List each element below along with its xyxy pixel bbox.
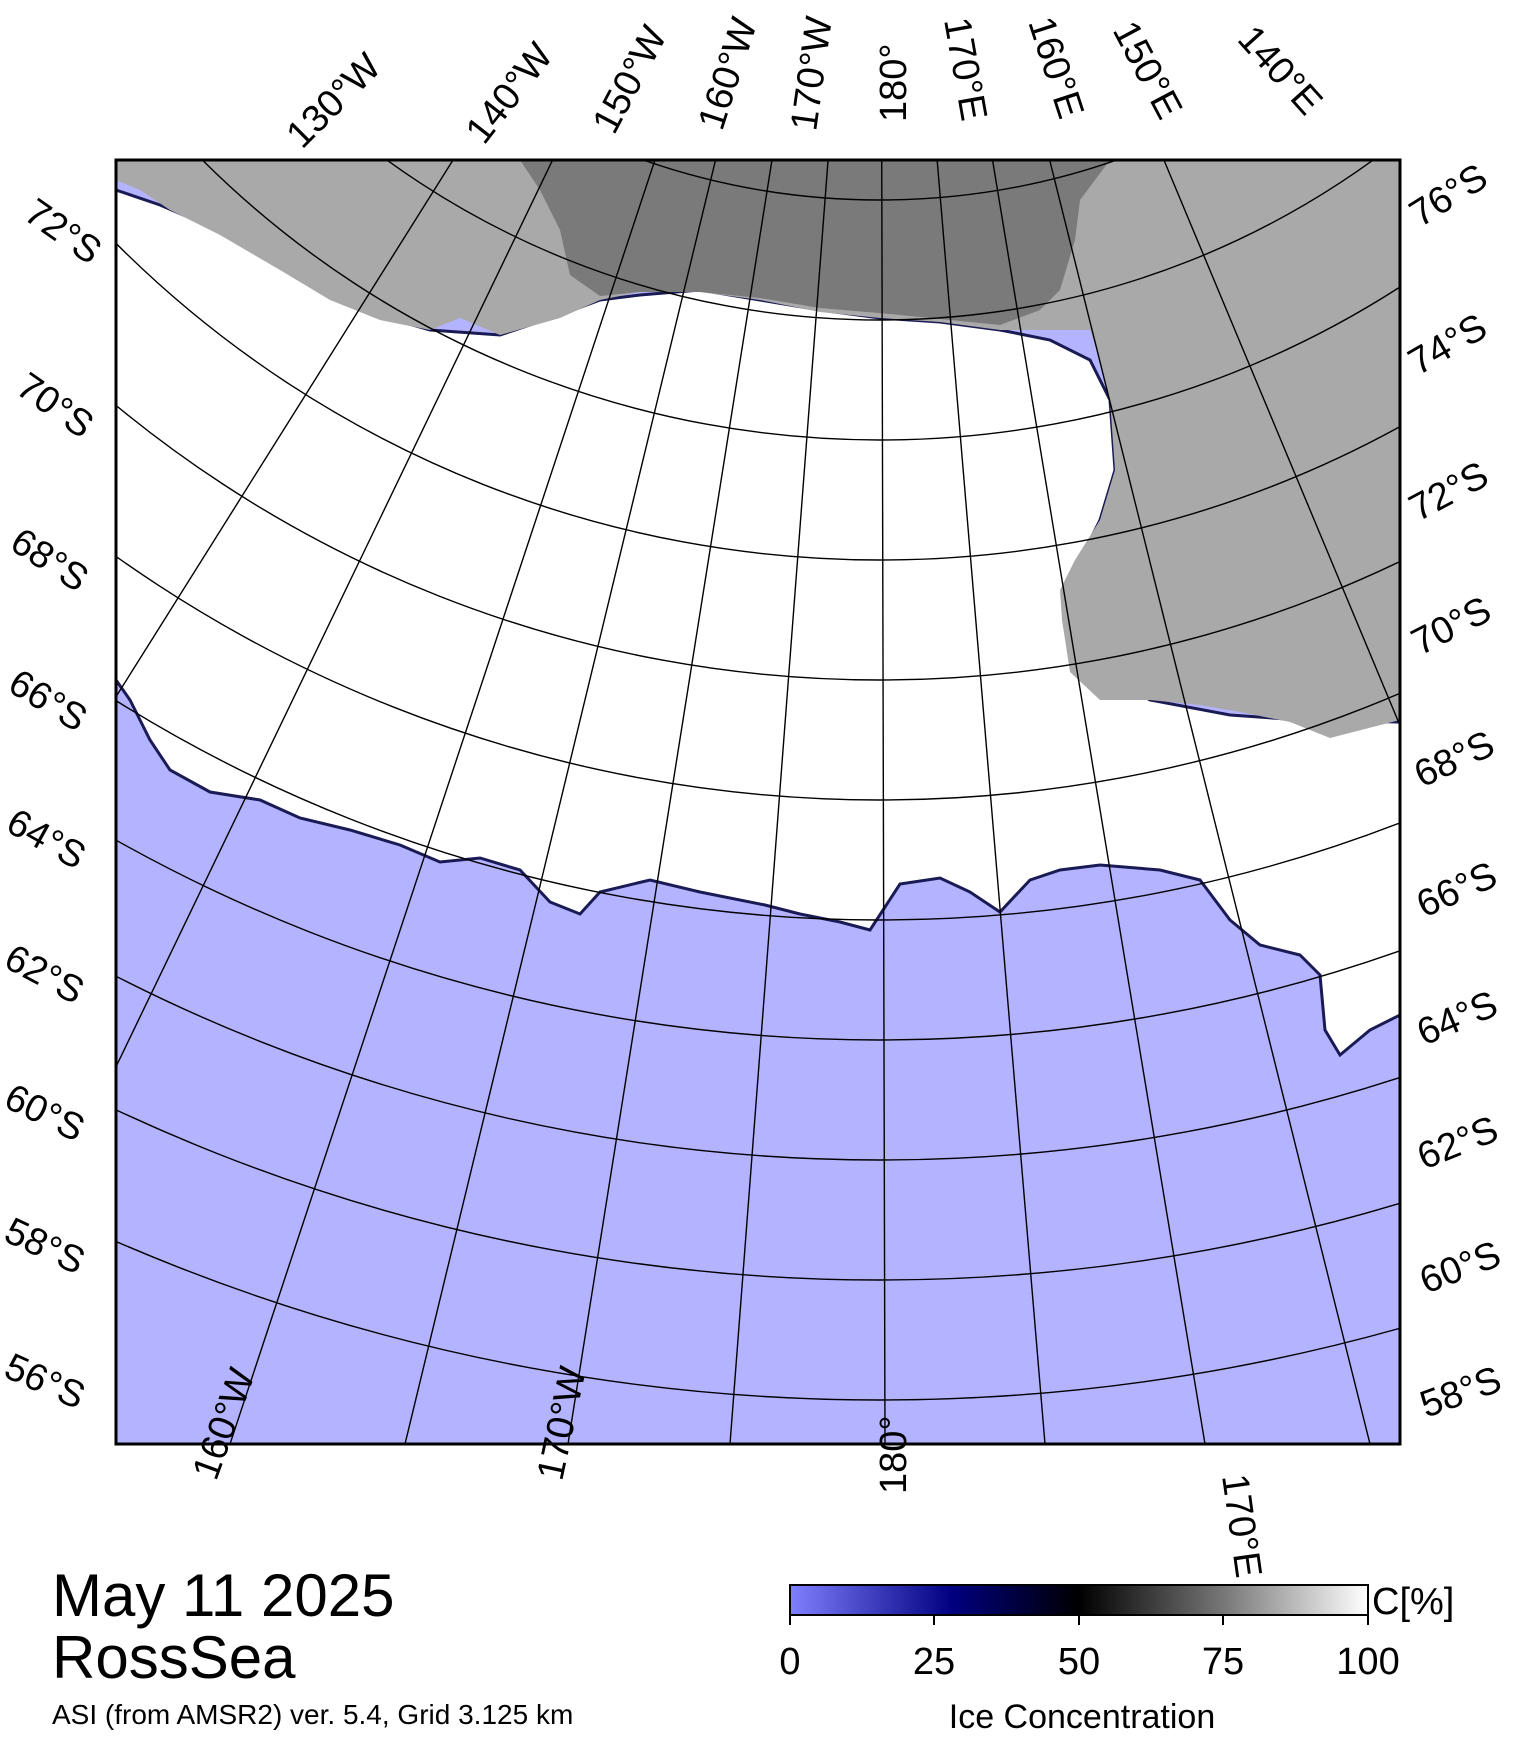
land-area (116, 160, 1400, 738)
lat-label-right: 58°S (1415, 1359, 1507, 1427)
longitude-lines (116, 160, 1400, 1444)
lon-label-top: 140°W (458, 35, 562, 151)
lon-label-top: 170°W (783, 14, 841, 133)
colorbar-unit: C[%] (1372, 1581, 1454, 1623)
lat-label-right: 66°S (1411, 854, 1504, 926)
lat-labels-left: 72°S 70°S 68°S 66°S 64°S 62°S 60°S 58°S … (0, 191, 109, 1418)
lat-label-left: 72°S (17, 191, 109, 273)
colorbar-title: Ice Concentration (949, 1698, 1216, 1736)
lat-label-right: 68°S (1408, 723, 1501, 796)
lon-label-bottom: 170°E (1213, 1471, 1269, 1580)
lat-label-left: 68°S (3, 520, 95, 600)
colorbar-tick: 100 (1336, 1641, 1399, 1683)
lon-label-top: 160°W (691, 13, 766, 135)
lon-label-bottom: 180° (873, 1415, 915, 1494)
colorbar-tick: 50 (1058, 1641, 1100, 1683)
map-region: RossSea (52, 1624, 296, 1691)
lon-label-top: 140°E (1229, 18, 1330, 123)
lat-label-left: 70°S (9, 365, 101, 447)
map-frame (114, 158, 1402, 1446)
lat-label-right: 76°S (1403, 156, 1495, 236)
lon-label-top: 150°W (585, 19, 676, 140)
colorbar-tick: 75 (1202, 1641, 1244, 1683)
lon-label-top: 180° (873, 43, 915, 122)
colorbar-tick: 25 (913, 1641, 955, 1683)
lat-label-right: 64°S (1411, 983, 1504, 1054)
lat-labels-right: 76°S 74°S 72°S 70°S 68°S 66°S 64°S 62°S … (1402, 156, 1507, 1426)
lat-label-left: 64°S (0, 801, 92, 878)
colorbar: 0 25 50 75 100 C[%] Ice Concentration (779, 1581, 1454, 1736)
map-source: ASI (from AMSR2) ver. 5.4, Grid 3.125 km (52, 1699, 574, 1730)
ice-shelf-area (116, 160, 1110, 325)
lat-label-left: 58°S (0, 1210, 91, 1283)
latitude-lines (116, 160, 1400, 1401)
lon-label-top: 170°E (935, 14, 994, 124)
colorbar-gradient (789, 1584, 1369, 1616)
lat-label-right: 60°S (1414, 1234, 1506, 1303)
lat-label-left: 66°S (1, 662, 94, 741)
lat-label-right: 74°S (1402, 306, 1495, 384)
lat-label-left: 60°S (0, 1076, 91, 1150)
lat-label-right: 72°S (1403, 454, 1496, 530)
colorbar-tick: 0 (779, 1641, 800, 1683)
lon-labels-top: 130°W 140°W 150°W 160°W 170°W 180° 170°E… (279, 12, 1330, 157)
lat-label-left: 56°S (0, 1346, 91, 1418)
lat-label-right: 70°S (1405, 589, 1498, 664)
map-date: May 11 2025 (52, 1562, 395, 1629)
lat-label-left: 62°S (0, 937, 91, 1013)
lon-label-top: 150°E (1104, 15, 1190, 127)
lat-label-right: 62°S (1412, 1108, 1505, 1178)
lon-label-top: 160°E (1019, 12, 1091, 124)
lon-label-top: 130°W (279, 46, 390, 157)
